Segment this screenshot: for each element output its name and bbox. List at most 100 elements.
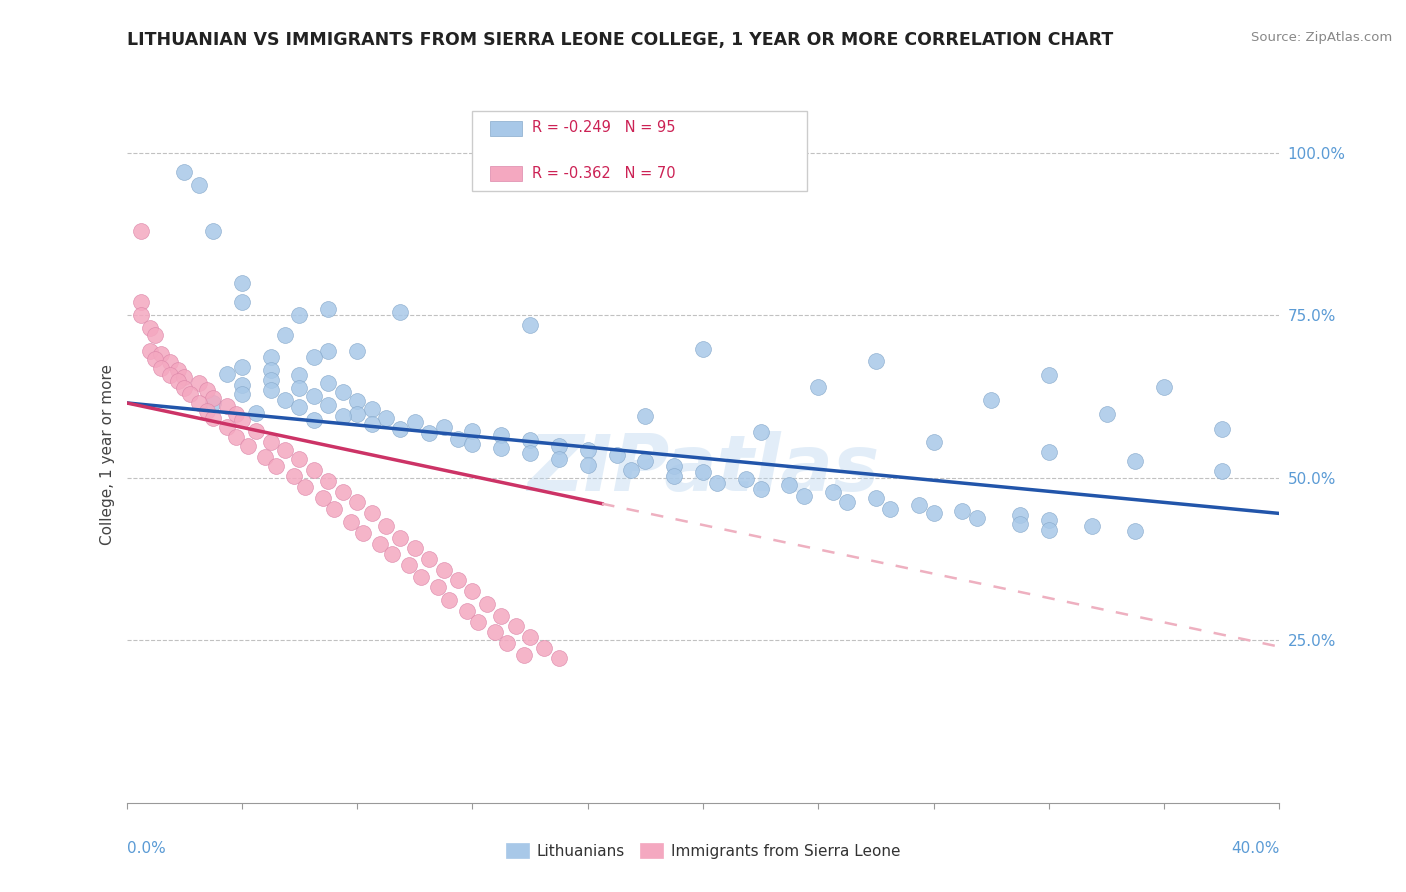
Point — [433, 563, 456, 577]
Point — [202, 392, 225, 406]
Point — [217, 399, 239, 413]
Point — [360, 507, 382, 521]
Text: R = -0.362   N = 70: R = -0.362 N = 70 — [533, 166, 676, 181]
Point — [225, 430, 247, 444]
Point — [1153, 379, 1175, 393]
Point — [187, 396, 209, 410]
Point — [283, 469, 305, 483]
Point — [389, 422, 412, 436]
Point — [692, 466, 714, 480]
Point — [150, 361, 173, 376]
Point — [259, 434, 281, 449]
Point — [865, 353, 887, 368]
Point — [467, 615, 489, 629]
Point — [879, 502, 901, 516]
Point — [288, 381, 311, 395]
Point — [1008, 508, 1031, 523]
Point — [173, 381, 195, 395]
Point — [484, 625, 506, 640]
Point — [664, 469, 686, 483]
Point — [259, 351, 281, 365]
Point — [865, 491, 887, 506]
Point — [620, 463, 643, 477]
Point — [187, 178, 209, 192]
Point — [749, 483, 772, 497]
Point — [352, 525, 374, 540]
Point — [274, 443, 297, 458]
Point — [548, 440, 571, 454]
Point — [318, 398, 340, 412]
Point — [461, 584, 484, 599]
Point — [231, 360, 253, 375]
Point — [793, 489, 815, 503]
Point — [231, 276, 253, 290]
Text: Source: ZipAtlas.com: Source: ZipAtlas.com — [1251, 31, 1392, 45]
Point — [259, 383, 281, 397]
Point — [318, 376, 340, 391]
Point — [231, 295, 253, 310]
Point — [302, 463, 325, 477]
Point — [167, 375, 190, 389]
Point — [779, 478, 801, 492]
Point — [519, 433, 541, 447]
Point — [634, 454, 657, 468]
Point — [245, 406, 267, 420]
Point — [346, 495, 368, 509]
Point — [288, 308, 311, 322]
Point — [138, 321, 160, 335]
Point — [259, 373, 281, 387]
Point — [195, 383, 218, 397]
Point — [368, 537, 391, 551]
Point — [749, 425, 772, 439]
Point — [533, 641, 555, 656]
Point — [456, 604, 478, 618]
Point — [311, 491, 333, 506]
Point — [202, 224, 225, 238]
FancyBboxPatch shape — [472, 111, 807, 191]
Point — [217, 367, 239, 381]
Point — [231, 378, 253, 392]
Point — [323, 502, 346, 516]
Point — [1211, 422, 1233, 436]
Point — [173, 165, 195, 179]
Point — [966, 511, 988, 525]
Point — [318, 474, 340, 488]
Point — [548, 651, 571, 665]
Point — [489, 442, 512, 456]
Point — [1081, 519, 1104, 533]
Point — [447, 432, 470, 446]
Text: LITHUANIAN VS IMMIGRANTS FROM SIERRA LEONE COLLEGE, 1 YEAR OR MORE CORRELATION C: LITHUANIAN VS IMMIGRANTS FROM SIERRA LEO… — [127, 31, 1112, 49]
Point — [576, 458, 599, 472]
Point — [138, 343, 160, 358]
Point — [225, 407, 247, 421]
Text: 0.0%: 0.0% — [127, 841, 166, 856]
Point — [576, 443, 599, 458]
Point — [519, 446, 541, 460]
Point — [389, 531, 412, 545]
Point — [129, 295, 152, 310]
Point — [302, 413, 325, 427]
Y-axis label: College, 1 year or more: College, 1 year or more — [100, 365, 115, 545]
Point — [1038, 444, 1060, 458]
Point — [398, 558, 420, 573]
Point — [346, 343, 368, 358]
Point — [735, 472, 758, 486]
Point — [187, 376, 209, 391]
FancyBboxPatch shape — [489, 166, 522, 181]
Point — [231, 413, 253, 427]
Point — [634, 409, 657, 423]
Point — [980, 392, 1002, 407]
Point — [332, 485, 354, 500]
Point — [332, 409, 354, 423]
Point — [1123, 454, 1146, 468]
Point — [505, 619, 527, 633]
Point — [159, 368, 181, 382]
Point — [692, 342, 714, 356]
Point — [605, 448, 627, 462]
Point — [1038, 523, 1060, 537]
Point — [288, 452, 311, 467]
Point — [461, 437, 484, 451]
Text: 40.0%: 40.0% — [1232, 841, 1279, 856]
Text: ZIPatlas: ZIPatlas — [527, 431, 879, 507]
Point — [374, 519, 398, 533]
